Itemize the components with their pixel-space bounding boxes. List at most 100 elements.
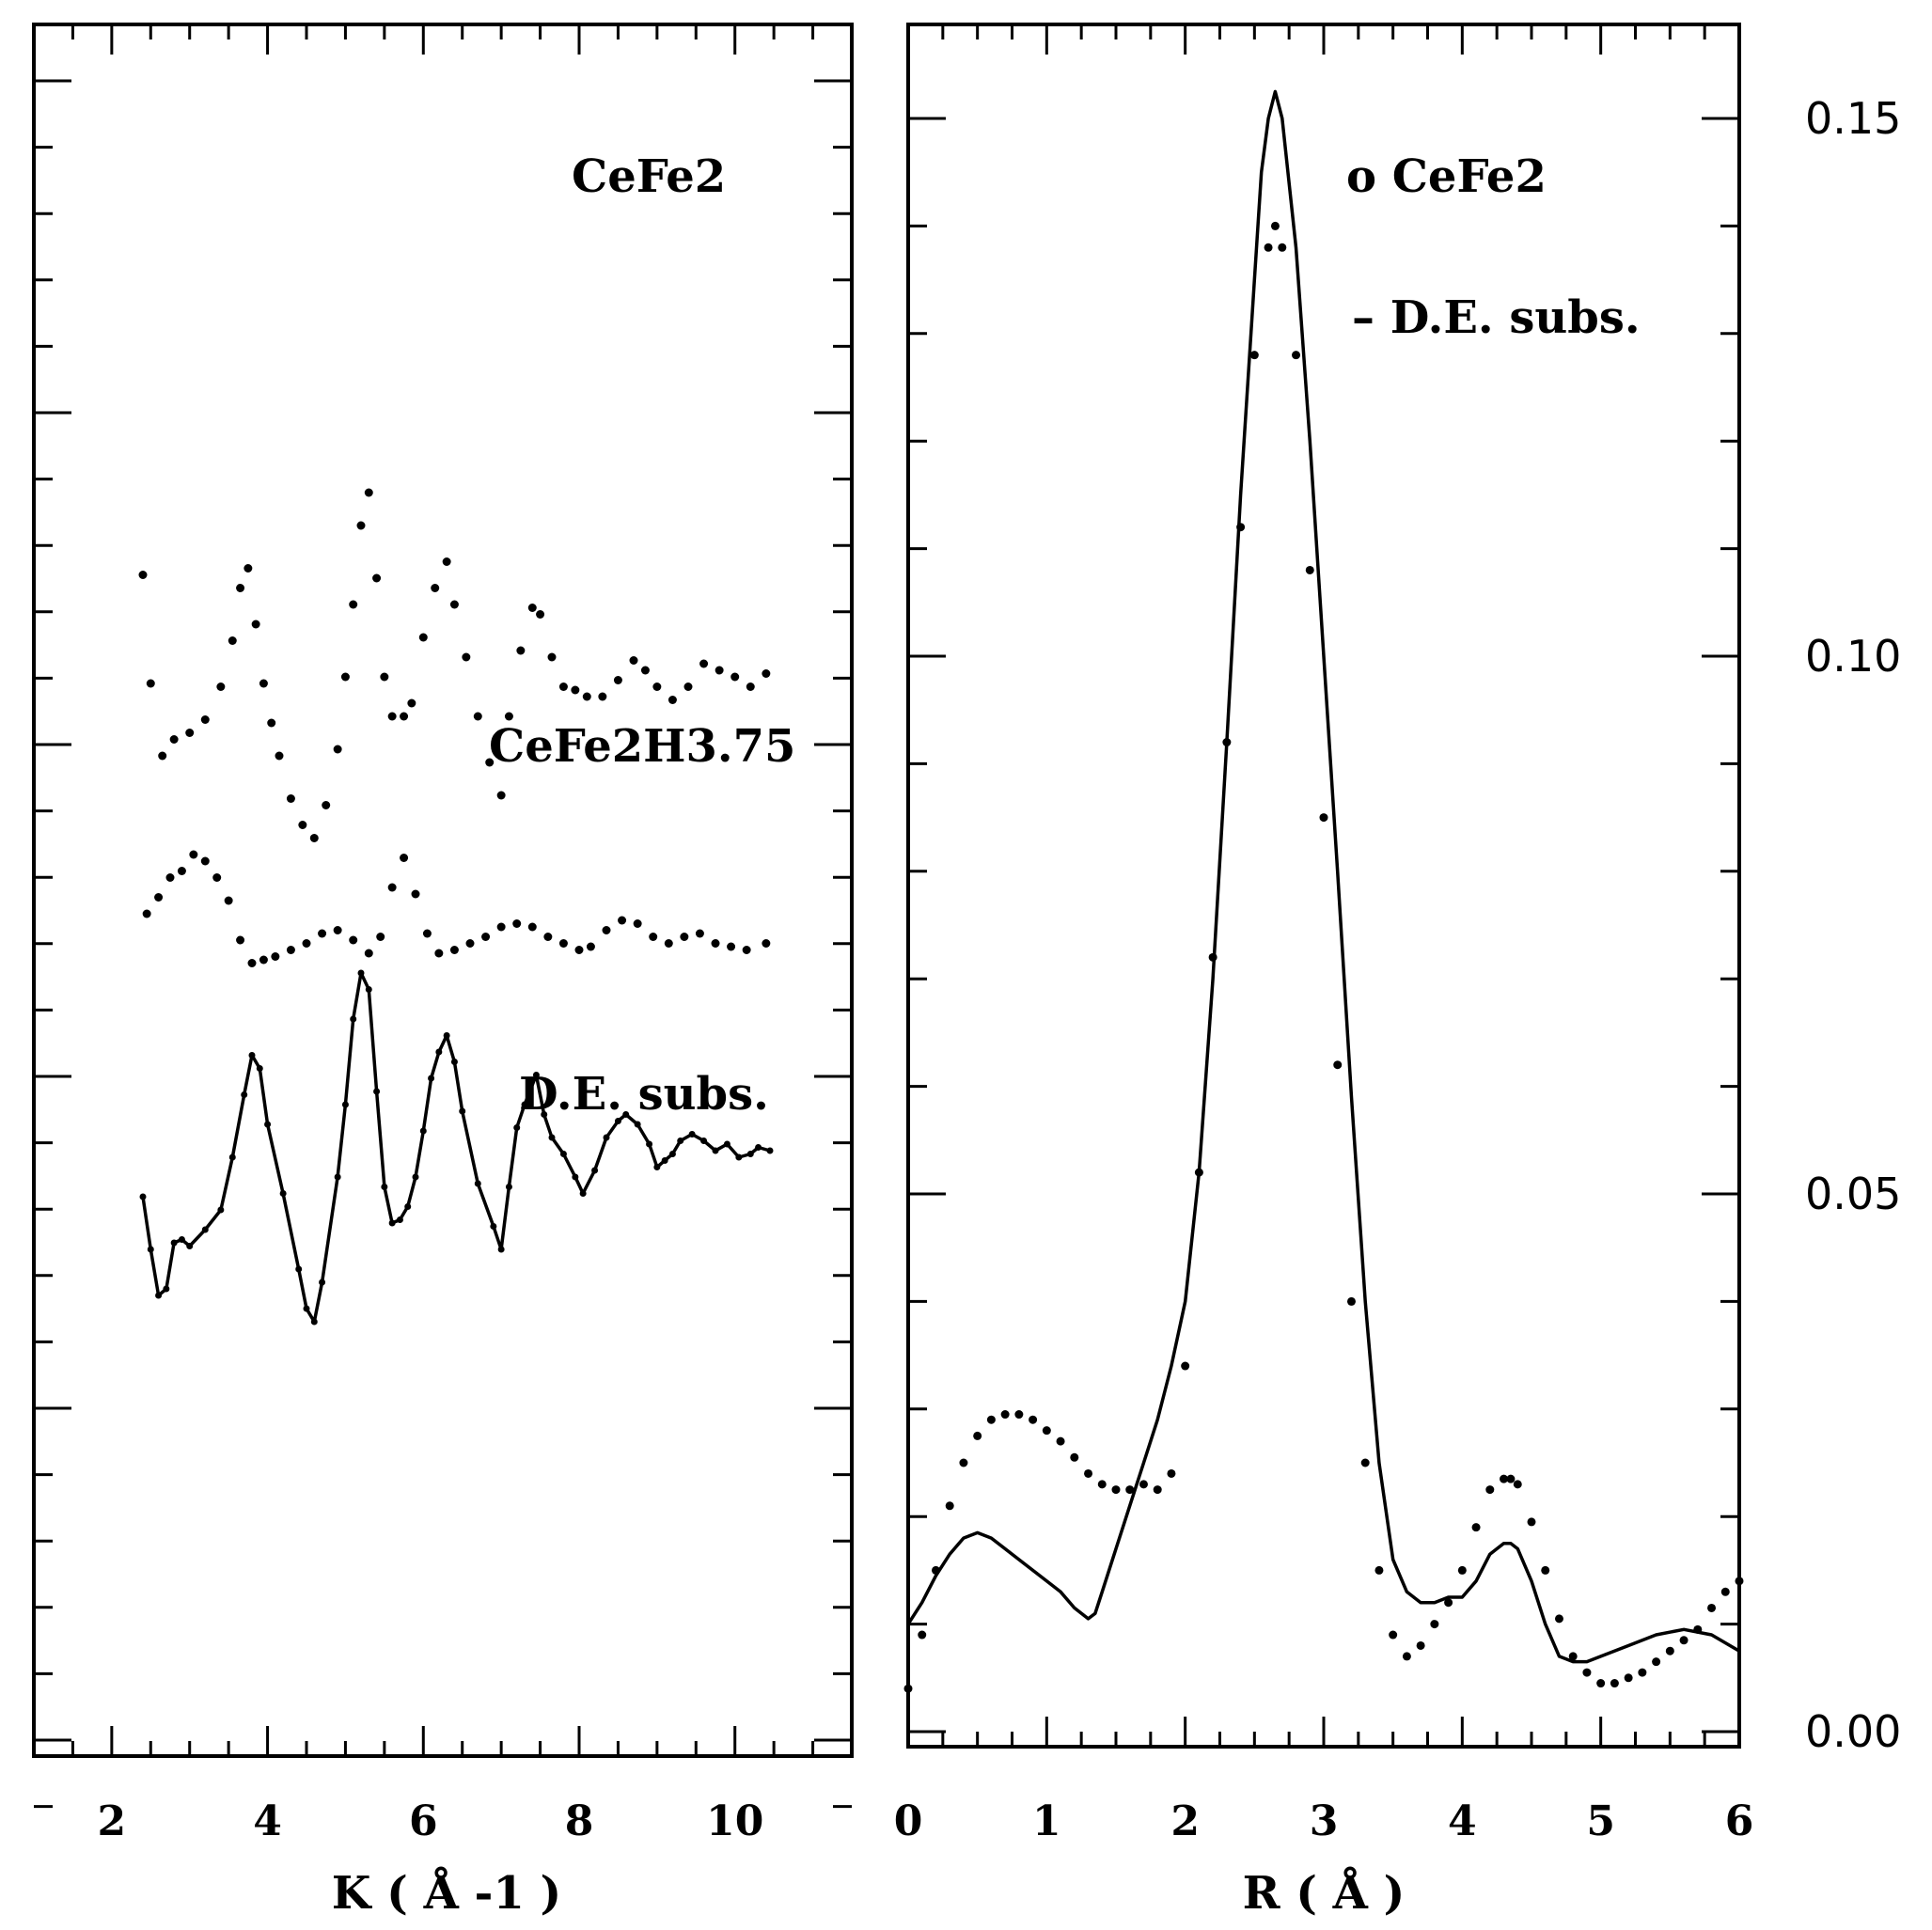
left-series-point — [376, 933, 385, 941]
left-series-point — [683, 683, 693, 691]
right-series-point — [1568, 1652, 1578, 1661]
left-series-point — [504, 712, 513, 721]
left-series-point — [688, 1131, 696, 1138]
left-series-point — [373, 1088, 381, 1095]
left-series-point — [185, 729, 195, 737]
right-series-point — [1707, 1603, 1717, 1612]
left-series-point — [579, 1190, 587, 1197]
left-series-point — [505, 1184, 512, 1190]
left-series-point — [473, 712, 482, 721]
left-series-point — [755, 1144, 762, 1151]
left-series-point — [548, 1134, 556, 1141]
right-series-point — [1652, 1657, 1661, 1667]
left-series-point — [496, 791, 506, 800]
right-series-point — [1679, 1636, 1689, 1645]
left-x-tick-label: 10 — [706, 1797, 763, 1845]
left-series-point — [465, 939, 475, 948]
left-series-point — [652, 683, 662, 691]
left-series-point — [746, 1151, 754, 1157]
left-series-point — [664, 939, 673, 948]
left-series-point — [496, 922, 506, 932]
left-series-0 — [138, 488, 771, 842]
right-series-point — [1610, 1679, 1619, 1688]
left-series-point — [319, 1279, 326, 1286]
left-series-point — [146, 679, 155, 688]
right-series-point — [1720, 1587, 1730, 1596]
left-panel-frame — [32, 23, 854, 1758]
left-series-point — [310, 1318, 318, 1326]
left-series-point — [598, 692, 607, 701]
left-series-point — [139, 1193, 147, 1200]
right-series-line — [906, 89, 1740, 1664]
right-series-point — [1444, 1598, 1453, 1608]
left-series-point — [449, 600, 459, 609]
left-series-point — [364, 949, 373, 958]
left-series-point — [614, 1118, 621, 1124]
left-series-point — [715, 666, 724, 675]
left-series-point — [138, 571, 148, 579]
left-series-point — [435, 1048, 443, 1056]
right-x-tick-labels: 0 1 2 3 4 5 6 — [894, 1797, 1754, 1845]
right-series-point — [1111, 1485, 1121, 1495]
left-series-point — [349, 935, 358, 945]
left-series-point — [699, 659, 709, 668]
right-series-point — [1070, 1452, 1079, 1462]
left-series-point — [633, 919, 642, 928]
left-series-point — [527, 922, 537, 932]
left-series-point — [558, 939, 568, 948]
right-series-point — [918, 1630, 927, 1640]
left-series-point — [622, 1111, 630, 1118]
left-series-point — [459, 1107, 466, 1115]
left-panel-ticks — [32, 24, 854, 1809]
right-y-tick-label: 0.05 — [1805, 1169, 1901, 1219]
left-series-point — [574, 946, 584, 954]
left-series-point — [279, 1190, 287, 1197]
left-series-point — [165, 873, 175, 882]
right-series-point — [959, 1458, 968, 1467]
left-series-point — [411, 889, 420, 899]
left-x-tick-label: 6 — [409, 1797, 438, 1845]
left-series-point — [286, 794, 295, 803]
left-series-point — [357, 969, 365, 977]
left-series-point — [155, 1292, 163, 1299]
left-series-point — [762, 939, 771, 948]
left-series-point — [730, 672, 740, 682]
left-series-point — [241, 1091, 248, 1098]
right-panel-ticks — [906, 24, 1741, 1747]
left-series-point — [412, 1173, 419, 1181]
right-series-point — [1167, 1468, 1176, 1478]
right-series-point — [1457, 1565, 1467, 1575]
left-series-point — [680, 933, 689, 941]
left-series-point — [189, 850, 198, 859]
left-series-point — [236, 584, 245, 592]
right-series-point — [1389, 1630, 1398, 1640]
left-series-point — [668, 1151, 676, 1157]
legend-entry-cefe2: o CeFe2 — [1346, 150, 1547, 203]
right-series-point — [1506, 1474, 1516, 1483]
left-series-point — [485, 758, 495, 767]
right-series-point — [1513, 1480, 1522, 1489]
left-series-point — [264, 1121, 272, 1128]
left-series-point — [695, 929, 704, 938]
left-series-point — [602, 926, 611, 934]
right-y-tick-label: 0.15 — [1805, 93, 1901, 144]
left-series-point — [200, 856, 210, 866]
right-series-point — [1084, 1468, 1093, 1478]
left-series-point — [387, 712, 397, 721]
left-series-point — [490, 1223, 497, 1230]
left-series-point — [571, 685, 580, 695]
right-series-point — [1471, 1523, 1481, 1532]
right-series-1 — [906, 89, 1740, 1664]
right-x-axis-title: R ( Å ) — [1243, 1866, 1406, 1920]
left-series-point — [558, 683, 568, 691]
right-series-point — [1500, 1474, 1509, 1483]
left-series-point — [212, 873, 222, 882]
left-series-point — [217, 1206, 225, 1214]
left-series-point — [243, 564, 253, 573]
right-series-0 — [903, 221, 1744, 1693]
right-series-point — [1029, 1415, 1038, 1424]
left-series-point — [513, 1124, 521, 1131]
left-series-point — [286, 946, 295, 954]
left-series-point — [365, 986, 372, 993]
right-series-point — [1554, 1614, 1563, 1624]
